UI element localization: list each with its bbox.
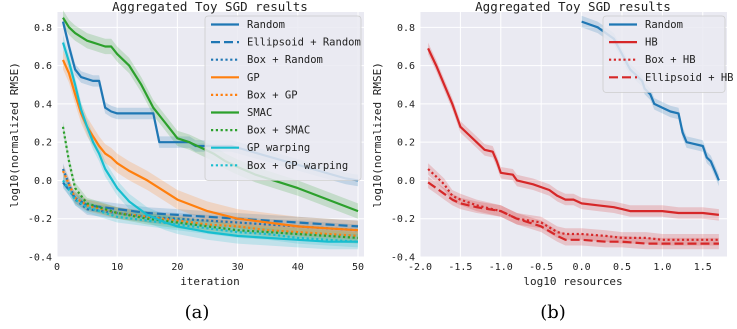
chart-a: 0 10 20 30 40 50 -0.4 -0.2 0.0 0.2 0.4 0.6 0.8 Aggre…	[8, 0, 364, 323]
series-line-box-gp	[61, 170, 359, 237]
legend-label: Box + Random	[247, 54, 323, 66]
x-tick-label: 1.0	[653, 262, 671, 273]
series-line-box-gp-warping	[62, 179, 359, 243]
series-line-ellipsoid-random	[62, 181, 359, 228]
y-tick-label: 0.4	[34, 99, 52, 110]
legend-label: HB	[645, 37, 658, 49]
y-tick-label: 0.8	[397, 23, 415, 34]
ticks-b: -2.0 -1.5 -1.0 -0.5 0.0 0.5 1.0 1.5 -0.4 -0.2 0.0 0…	[391, 23, 712, 273]
chart-title-b: Aggregated Toy SGD results	[475, 0, 671, 14]
x-tick-label: 20	[171, 262, 183, 273]
y-tick-label: -0.4	[391, 253, 415, 264]
x-tick-label: 0	[54, 262, 60, 273]
chart-title-a: Aggregated Toy SGD results	[112, 0, 308, 14]
ticks-a: 0 10 20 30 40 50 -0.4 -0.2 0.0 0.2 0.4 0.6 0.8	[28, 23, 364, 273]
x-tick-label: 50	[352, 262, 364, 273]
legend-box	[602, 15, 726, 93]
y-tick-label: 0.4	[397, 99, 415, 110]
legend-label: Box + SMAC	[247, 125, 310, 137]
legend-label: Random	[247, 19, 285, 31]
x-tick-label: -1.0	[489, 262, 513, 273]
legend-b: Random HB Box + HB Ellipsoid + HB	[602, 15, 734, 93]
legend-label: Box + HB	[645, 54, 696, 66]
legend-label: Random	[645, 19, 683, 31]
series-line-hb	[427, 47, 720, 216]
x-tick-label: -1.5	[448, 262, 472, 273]
band-smac	[63, 10, 358, 219]
band-ellipsoid-random	[63, 176, 358, 233]
y-axis-label-a: log10(normalized RMSE)	[8, 62, 21, 208]
chart-b: -2.0 -1.5 -1.0 -0.5 0.0 0.5 1.0 1.5 -0.4 -0.2 0.0 0…	[371, 0, 734, 323]
series-line-gp	[61, 59, 359, 232]
x-tick-label: 1.5	[694, 262, 712, 273]
x-tick-label: 40	[292, 262, 304, 273]
y-tick-label: 0.0	[397, 176, 415, 187]
legend-label: Box + GP	[247, 89, 298, 101]
series-line-box-smac	[61, 126, 359, 239]
y-tick-label: -0.4	[28, 253, 52, 264]
caption-a: (a)	[185, 302, 210, 323]
x-tick-label: 0.5	[613, 262, 631, 273]
band-box-hb	[428, 163, 719, 246]
y-tick-label: 0.0	[34, 176, 52, 187]
grid-b	[419, 12, 727, 258]
x-axis-label-a: iteration	[180, 275, 240, 288]
y-axis-label-b: log10(normalized RMSE)	[371, 62, 384, 208]
series-line-gp-warping	[61, 42, 358, 243]
legend-label: GP	[247, 72, 260, 84]
band-hb	[428, 42, 719, 221]
legend-label: SMAC	[247, 107, 272, 119]
legend-label: Ellipsoid + HB	[645, 72, 734, 84]
x-tick-label: 0.0	[573, 262, 591, 273]
series-line-ellipsoid-hb	[427, 181, 719, 245]
y-tick-label: 0.6	[397, 61, 415, 72]
y-tick-label: 0.8	[34, 23, 52, 34]
y-tick-label: 0.2	[34, 138, 52, 149]
band-box-smac	[63, 121, 358, 244]
band-gp	[63, 50, 358, 240]
x-tick-label: 30	[232, 262, 244, 273]
legend-box	[204, 15, 362, 181]
y-tick-label: 0.2	[397, 138, 415, 149]
x-tick-label: -0.5	[529, 262, 553, 273]
caption-b: (b)	[540, 302, 566, 323]
legend-label: Ellipsoid + Random	[247, 37, 361, 49]
legend-label: Box + GP warping	[247, 160, 348, 172]
legend-label: GP warping	[247, 142, 310, 154]
y-tick-label: -0.2	[391, 214, 415, 225]
x-axis-label-b: log10 resources	[523, 275, 622, 288]
x-tick-label: 10	[111, 262, 123, 273]
x-tick-label: -2.0	[408, 262, 432, 273]
y-tick-label: 0.6	[34, 61, 52, 72]
legend-a: Random Ellipsoid + Random Box + Random GP Bo…	[204, 15, 362, 181]
band-box-random	[63, 163, 358, 236]
y-tick-label: -0.2	[28, 214, 52, 225]
